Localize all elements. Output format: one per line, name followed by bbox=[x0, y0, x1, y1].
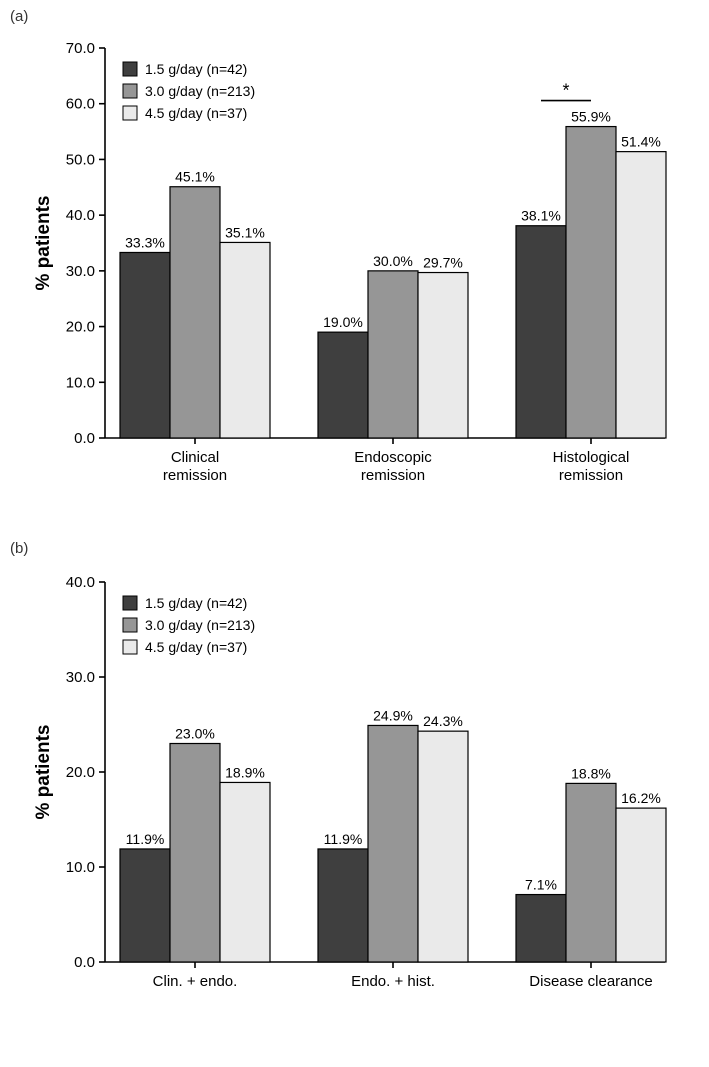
y-axis-label: % patients bbox=[35, 724, 54, 819]
legend-swatch bbox=[123, 62, 137, 76]
svg-text:0.0: 0.0 bbox=[74, 954, 95, 971]
bar-value-label: 45.1% bbox=[175, 169, 215, 185]
panel-b-label: (b) bbox=[10, 540, 28, 557]
bar-value-label: 33.3% bbox=[125, 234, 165, 250]
bar-value-label: 55.9% bbox=[571, 109, 611, 125]
bar-value-label: 35.1% bbox=[225, 224, 265, 240]
svg-text:0.0: 0.0 bbox=[74, 430, 95, 447]
svg-text:60.0: 60.0 bbox=[66, 96, 95, 113]
x-category-label: remission bbox=[559, 467, 623, 484]
legend-label: 3.0 g/day (n=213) bbox=[145, 617, 255, 633]
svg-text:40.0: 40.0 bbox=[66, 207, 95, 224]
legend-swatch bbox=[123, 84, 137, 98]
svg-text:10.0: 10.0 bbox=[66, 859, 95, 876]
page: (a) 0.0 10.0 20.0 30.0 40.0 50.0 60.0 70.0 % pat… bbox=[0, 0, 709, 1067]
svg-text:70.0: 70.0 bbox=[66, 40, 95, 57]
svg-text:10.0: 10.0 bbox=[66, 374, 95, 391]
chart-a: 0.0 10.0 20.0 30.0 40.0 50.0 60.0 70.0 % patient… bbox=[35, 28, 685, 498]
bar-value-label: 11.9% bbox=[324, 831, 363, 847]
svg-text:20.0: 20.0 bbox=[66, 764, 95, 781]
bar bbox=[318, 332, 368, 438]
bar bbox=[566, 783, 616, 962]
panel-a-label: (a) bbox=[10, 8, 28, 25]
bar bbox=[170, 187, 220, 438]
bar-value-label: 11.9% bbox=[126, 831, 165, 847]
bar-value-label: 18.8% bbox=[571, 765, 611, 781]
svg-text:20.0: 20.0 bbox=[66, 319, 95, 336]
bar-value-label: 30.0% bbox=[373, 253, 413, 269]
bar bbox=[368, 271, 418, 438]
legend-swatch bbox=[123, 618, 137, 632]
legend-label: 4.5 g/day (n=37) bbox=[145, 639, 247, 655]
bar bbox=[120, 252, 170, 438]
y-axis-label: % patients bbox=[35, 195, 54, 290]
bar-value-label: 51.4% bbox=[621, 134, 661, 150]
svg-text:40.0: 40.0 bbox=[66, 574, 95, 591]
legend-label: 4.5 g/day (n=37) bbox=[145, 105, 247, 121]
x-category-label: remission bbox=[163, 467, 227, 484]
bar bbox=[120, 849, 170, 962]
svg-text:30.0: 30.0 bbox=[66, 263, 95, 280]
bar-value-label: 7.1% bbox=[525, 877, 557, 893]
bar bbox=[418, 731, 468, 962]
bar-value-label: 24.3% bbox=[423, 713, 463, 729]
bar-value-label: 38.1% bbox=[521, 208, 561, 224]
x-category-label: Endo. + hist. bbox=[351, 973, 435, 990]
bar bbox=[566, 127, 616, 438]
legend-label: 1.5 g/day (n=42) bbox=[145, 61, 247, 77]
bar bbox=[170, 744, 220, 963]
x-category-label: Clin. + endo. bbox=[153, 973, 238, 990]
bar bbox=[220, 782, 270, 962]
bar bbox=[616, 808, 666, 962]
chart-b: 0.0 10.0 20.0 30.0 40.0 % patients 11.9% 23.0% 1… bbox=[35, 562, 685, 1022]
x-category-label: Histological bbox=[553, 449, 630, 466]
bar-value-label: 24.9% bbox=[373, 707, 413, 723]
svg-text:30.0: 30.0 bbox=[66, 669, 95, 686]
legend-swatch bbox=[123, 596, 137, 610]
bar bbox=[516, 226, 566, 438]
bar-value-label: 18.9% bbox=[225, 764, 265, 780]
x-category-label: remission bbox=[361, 467, 425, 484]
bar bbox=[220, 242, 270, 438]
bar bbox=[318, 849, 368, 962]
bar-value-label: 23.0% bbox=[175, 726, 215, 742]
bar bbox=[516, 895, 566, 962]
bar-value-label: 16.2% bbox=[621, 790, 661, 806]
legend-label: 1.5 g/day (n=42) bbox=[145, 595, 247, 611]
x-category-label: Clinical bbox=[171, 449, 219, 466]
significance-star: * bbox=[562, 81, 569, 101]
x-category-label: Endoscopic bbox=[354, 449, 432, 466]
bar-value-label: 29.7% bbox=[423, 255, 463, 271]
bar-value-label: 19.0% bbox=[323, 314, 363, 330]
legend-label: 3.0 g/day (n=213) bbox=[145, 83, 255, 99]
bar bbox=[368, 725, 418, 962]
bar bbox=[418, 273, 468, 438]
legend-swatch bbox=[123, 640, 137, 654]
x-category-label: Disease clearance bbox=[529, 973, 652, 990]
bar bbox=[616, 152, 666, 438]
svg-text:50.0: 50.0 bbox=[66, 151, 95, 168]
legend-swatch bbox=[123, 106, 137, 120]
